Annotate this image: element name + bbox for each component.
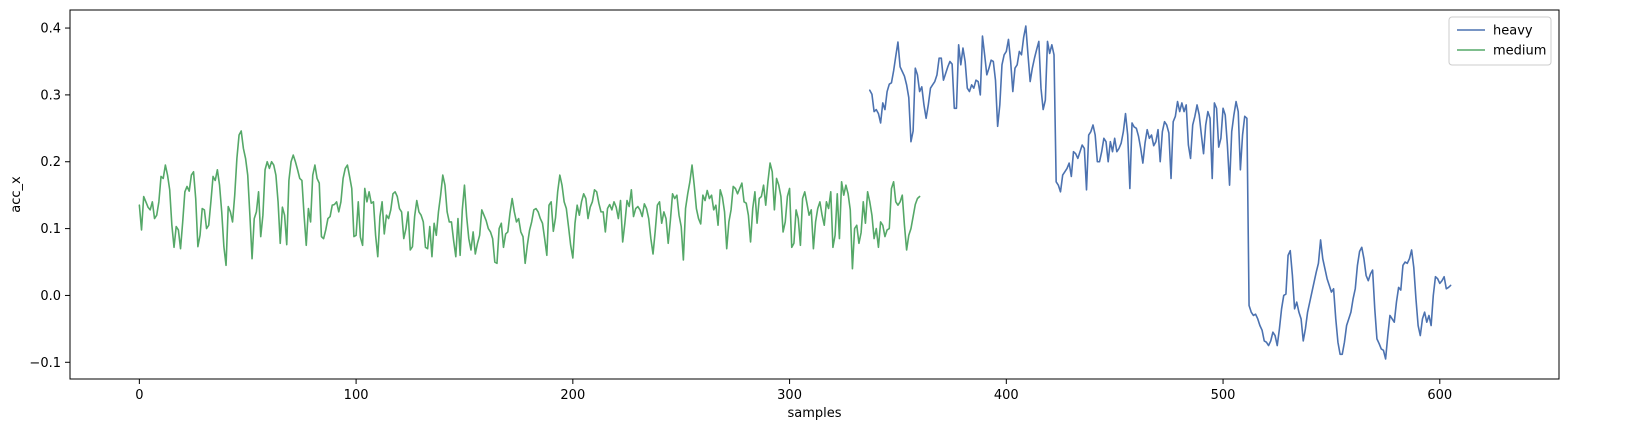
y-tick-label: 0.1 (40, 222, 61, 237)
x-tick-label: 500 (1211, 388, 1236, 403)
x-axis-title: samples (787, 406, 841, 421)
x-tick-label: 300 (777, 388, 802, 403)
y-tick-label: −0.1 (29, 356, 61, 371)
series-line-heavy (868, 25, 1452, 360)
x-tick-label: 600 (1427, 388, 1452, 403)
y-tick-label: 0.3 (40, 88, 61, 103)
x-axis-ticks: 0 100 200 300 400 500 600 (135, 379, 1452, 403)
x-tick-label: 400 (994, 388, 1019, 403)
y-tick-label: 0.2 (40, 155, 61, 170)
x-tick-label: 0 (135, 388, 143, 403)
legend: heavy medium (1448, 16, 1552, 66)
x-tick-label: 100 (344, 388, 369, 403)
plot-area (69, 9, 1560, 380)
legend-label-heavy: heavy (1493, 24, 1533, 39)
y-tick-label: 0.4 (40, 22, 61, 37)
legend-label-medium: medium (1493, 44, 1546, 59)
y-tick-label: 0.0 (40, 289, 61, 304)
x-tick-label: 200 (560, 388, 585, 403)
y-axis-ticks: −0.1 0.0 0.1 0.2 0.3 0.4 (29, 22, 70, 371)
series-line-medium (138, 130, 921, 270)
series-layer (138, 25, 1452, 360)
y-axis-title: acc_x (9, 176, 24, 213)
legend-box (1448, 16, 1552, 66)
